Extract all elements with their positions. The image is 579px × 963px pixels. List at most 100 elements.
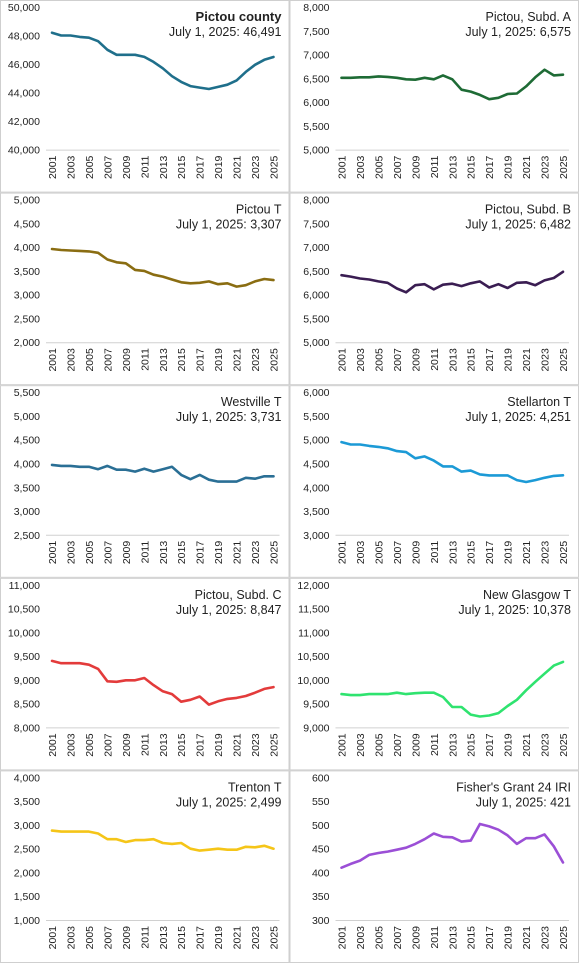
x-tick-label: 2025 [558, 155, 570, 179]
x-tick-label: 2009 [410, 155, 422, 179]
x-tick-label: 2015 [176, 733, 188, 757]
series-line [340, 440, 565, 484]
chart-panel: 2,000 2,500 3,000 3,500 4,000 4,500 5,000 2001 2… [0, 192, 290, 386]
y-tick-label: 4,000 [14, 772, 40, 784]
x-tick-label: 2011 [429, 155, 441, 178]
x-tick-label: 2005 [84, 541, 96, 565]
y-tick-label: 9,000 [303, 722, 329, 734]
x-tick-label: 2025 [558, 733, 570, 757]
y-tick-label: 2,500 [14, 844, 40, 856]
x-tick-label: 2001 [47, 348, 59, 372]
x-tick-label: 2023 [250, 733, 262, 757]
series-line [340, 822, 565, 870]
x-tick-label: 2025 [269, 348, 281, 372]
x-tick-label: 2007 [392, 348, 404, 372]
x-tick-label: 2003 [65, 155, 77, 179]
x-tick-label: 2015 [466, 541, 478, 565]
x-tick-label: 2003 [355, 926, 367, 950]
x-tick-label: 2019 [213, 733, 225, 757]
chart-panel: 300 350 400 450 500 550 600 2001 2003 2005 2007 200… [289, 770, 579, 963]
x-tick-label: 2007 [102, 926, 114, 950]
x-tick-label: 2013 [158, 155, 170, 179]
x-tick-label: 2025 [269, 733, 281, 757]
x-tick-label: 2011 [429, 348, 441, 371]
y-tick-label: 4,000 [303, 482, 329, 494]
y-tick-label: 5,500 [303, 121, 329, 133]
x-tick-label: 2023 [540, 541, 552, 565]
x-tick-label: 2019 [213, 348, 225, 372]
x-tick-label: 2021 [232, 155, 244, 179]
x-tick-label: 2025 [558, 926, 570, 950]
x-tick-label: 2007 [392, 541, 404, 565]
x-tick-label: 2007 [102, 541, 114, 565]
x-tick-label: 2013 [447, 155, 459, 179]
series-line [340, 660, 565, 718]
y-tick-label: 3,000 [14, 290, 40, 302]
x-tick-label: 2007 [392, 155, 404, 179]
x-tick-label: 2015 [176, 348, 188, 372]
x-tick-label: 2011 [139, 348, 151, 371]
y-tick-label: 44,000 [8, 88, 40, 100]
x-tick-label: 2017 [484, 926, 496, 950]
x-tick-label: 2013 [158, 733, 170, 757]
x-tick-label: 2015 [466, 348, 478, 372]
x-tick-label: 2021 [232, 733, 244, 757]
x-tick-label: 2003 [65, 541, 77, 565]
x-tick-label: 2003 [355, 541, 367, 565]
y-tick-label: 46,000 [8, 59, 40, 71]
x-tick-label: 2013 [447, 348, 459, 372]
panel-border [0, 0, 290, 193]
x-tick-label: 2023 [250, 155, 262, 179]
y-tick-label: 9,500 [303, 699, 329, 711]
y-tick-label: 5,000 [303, 337, 329, 349]
y-tick-label: 7,500 [303, 218, 329, 230]
y-tick-label: 2,500 [14, 530, 40, 542]
x-tick-label: 2025 [269, 541, 281, 565]
x-tick-label: 2011 [429, 541, 441, 564]
y-tick-label: 350 [312, 891, 330, 903]
chart-subtitle: July 1, 2025: 8,847 [176, 603, 282, 617]
x-tick-label: 2003 [355, 348, 367, 372]
chart-panel: 8,000 8,500 9,000 9,500 10,000 10,500 11,000 20… [0, 577, 290, 771]
series-line [50, 31, 275, 91]
x-tick-label: 2015 [176, 926, 188, 950]
x-tick-label: 2009 [410, 348, 422, 372]
chart-title: Pictou T [236, 203, 282, 217]
y-tick-label: 9,000 [14, 675, 40, 687]
x-tick-label: 2009 [410, 541, 422, 565]
y-tick-label: 6,500 [303, 266, 329, 278]
x-tick-label: 2019 [213, 926, 225, 950]
chart-title: Trenton T [228, 780, 282, 794]
x-tick-label: 2015 [176, 155, 188, 179]
y-tick-label: 4,500 [14, 218, 40, 230]
chart-subtitle: July 1, 2025: 10,378 [458, 603, 571, 617]
y-tick-label: 11,000 [298, 627, 329, 639]
series-line [340, 270, 565, 294]
x-tick-label: 2005 [373, 348, 385, 372]
y-tick-label: 3,000 [14, 506, 40, 518]
x-tick-label: 2003 [65, 348, 77, 372]
x-tick-label: 2011 [429, 733, 441, 756]
y-tick-label: 450 [312, 844, 330, 856]
x-tick-label: 2011 [429, 926, 441, 949]
x-tick-label: 2021 [232, 541, 244, 565]
y-tick-label: 7,000 [303, 242, 329, 254]
y-tick-label: 5,500 [14, 387, 40, 399]
x-tick-label: 2013 [447, 733, 459, 757]
x-tick-label: 2021 [521, 541, 533, 565]
series-line [340, 68, 565, 101]
x-tick-label: 2001 [47, 926, 59, 950]
chart-panel: 2,500 3,000 3,500 4,000 4,500 5,000 5,500 2001 2… [0, 385, 290, 578]
chart-subtitle: July 1, 2025: 3,731 [176, 410, 282, 424]
y-tick-label: 12,000 [297, 580, 329, 592]
y-tick-label: 3,000 [14, 820, 40, 832]
chart-title: Pictou, Subd. B [485, 203, 571, 217]
x-tick-label: 2011 [139, 926, 151, 949]
panel-border [0, 577, 290, 771]
x-tick-label: 2019 [503, 926, 515, 950]
x-tick-label: 2005 [373, 926, 385, 950]
chart-subtitle: July 1, 2025: 4,251 [465, 410, 571, 424]
x-tick-label: 2011 [139, 155, 151, 178]
y-tick-label: 1,000 [14, 915, 40, 927]
x-tick-label: 2001 [337, 348, 349, 372]
